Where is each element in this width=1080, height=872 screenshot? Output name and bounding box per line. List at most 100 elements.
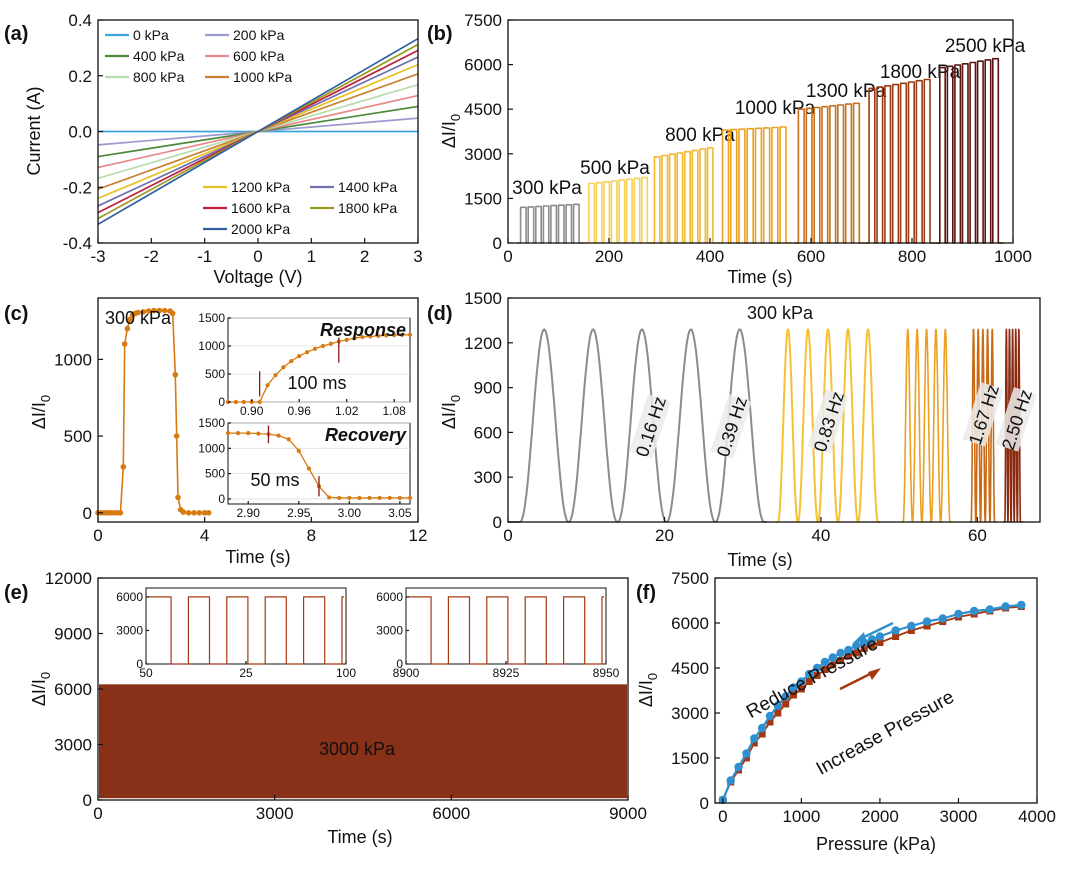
y-tick-label: 0 [83, 504, 92, 523]
x-tick-label: 2000 [861, 807, 899, 826]
increase-point [892, 633, 900, 640]
inset-point [347, 495, 352, 501]
legend-label: 0 kPa [133, 27, 169, 43]
y-tick-label: 0.0 [68, 123, 92, 142]
increase-point [852, 649, 860, 657]
x-axis-label: Time (s) [727, 550, 792, 570]
increase-point [750, 739, 758, 747]
data-point [172, 371, 179, 378]
panel-e: 0 3000 6000 9000 0 3000 6000 9000 12000 Time (s) Δ… [4, 569, 647, 847]
inset-point [236, 431, 241, 436]
increase-point [845, 652, 853, 660]
y-tick-label: 500 [205, 467, 225, 481]
inset-point [241, 399, 246, 405]
y-axis-label-main: ΔI/I [29, 402, 49, 429]
x-tick-label: 20 [655, 526, 674, 545]
series-label-increase: Increase Pressure [813, 687, 958, 780]
legend-label: 200 kPa [233, 27, 285, 43]
x-tick-label: 0 [503, 526, 512, 545]
increase-point [813, 672, 821, 679]
y-tick-label: 3000 [116, 623, 143, 637]
x-tick-label: 12 [409, 526, 428, 545]
y-axis-label-main: ΔI/I [439, 121, 459, 148]
x-axis-label: Pressure (kPa) [816, 834, 936, 854]
y-tick-label: 3000 [464, 145, 502, 164]
reduce-point [805, 669, 814, 679]
panel-d: 0.16 Hz 0.39 Hz 0.83 Hz 1.67 Hz2.50 Hz0 20 40… [427, 289, 1041, 570]
data-point [205, 509, 212, 516]
y-tick-label: 0 [493, 513, 502, 532]
inset-point [376, 333, 381, 339]
y-axis-label-main: ΔI/I [29, 679, 49, 706]
inset-frame [227, 317, 411, 403]
x-tick-label: 4000 [1018, 807, 1056, 826]
x-tick-label: 0 [93, 526, 102, 545]
reduce-point [891, 626, 900, 635]
reduce-point [867, 635, 877, 644]
panel-label: (e) [4, 582, 28, 604]
reduce-point [969, 606, 979, 616]
increase-point [860, 645, 868, 652]
inset-point [233, 399, 239, 405]
inset-point [377, 495, 382, 501]
inset-point [257, 399, 262, 405]
data-point [173, 433, 180, 439]
data-point [127, 316, 133, 323]
main-series [98, 309, 209, 514]
axes-frame [507, 19, 1014, 244]
segment-label: 1300 kPa [806, 81, 887, 102]
x-tick-label: -2 [144, 247, 159, 266]
x-tick-label: 3000 [940, 807, 978, 826]
y-tick-label: 0 [136, 657, 143, 671]
data-point [145, 308, 152, 314]
y-axis-label-sub: 0 [38, 395, 53, 402]
axes-frame [507, 297, 1041, 523]
series-0-39-hz [776, 328, 881, 523]
y-tick-label: 3000 [54, 736, 92, 755]
inset-note: 100 ms [287, 373, 346, 393]
inset-point [360, 334, 365, 340]
x-tick-label: 1.02 [335, 404, 359, 418]
reduce-point [907, 621, 916, 631]
legend-label: 1400 kPa [338, 179, 397, 195]
data-point [117, 509, 124, 516]
x-tick-label: 1000 [994, 247, 1032, 266]
axes-frame [97, 297, 419, 523]
y-axis-label-main: ΔI/I [636, 680, 656, 707]
y-tick-label: 6000 [376, 590, 403, 604]
inset-point [397, 495, 402, 501]
data-point [120, 463, 127, 470]
segment-label: 1800 kPa [880, 62, 961, 83]
x-tick-label: 0.96 [288, 404, 312, 418]
x-tick-label: 50 [139, 666, 153, 680]
frequency-label-bg [962, 382, 1004, 447]
series-2000-kpa [97, 37, 419, 226]
legend-label: 800 kPa [133, 69, 185, 85]
increase-point [923, 622, 931, 630]
x-tick-label: 200 [595, 247, 623, 266]
y-tick-label: 500 [205, 367, 225, 381]
frequency-label-bg [807, 389, 849, 454]
increase-point [876, 639, 884, 646]
y-tick-label: 0 [218, 395, 225, 409]
x-tick-label: 0 [253, 247, 262, 266]
panel-label: (a) [4, 23, 28, 45]
inset-point [281, 365, 286, 370]
series-1300-kpa [794, 102, 865, 244]
inset-point [286, 437, 291, 442]
data-point [161, 307, 168, 314]
y-axis-label-text: ΔI/I0 [439, 114, 463, 148]
y-tick-label: 1500 [671, 749, 709, 768]
inset-title: Recovery [325, 425, 407, 445]
x-tick-label: 800 [898, 247, 926, 266]
series-2-50-hz [1003, 328, 1023, 523]
inset-point [337, 495, 342, 501]
reduce-point [742, 749, 751, 758]
reduce-point [852, 641, 861, 650]
y-tick-label: 6000 [116, 590, 143, 604]
x-tick-label: 3000 [256, 804, 294, 823]
y-tick-label: -0.4 [63, 234, 92, 253]
inset-point [297, 353, 302, 359]
segment-label: 2500 kPa [945, 36, 1026, 57]
